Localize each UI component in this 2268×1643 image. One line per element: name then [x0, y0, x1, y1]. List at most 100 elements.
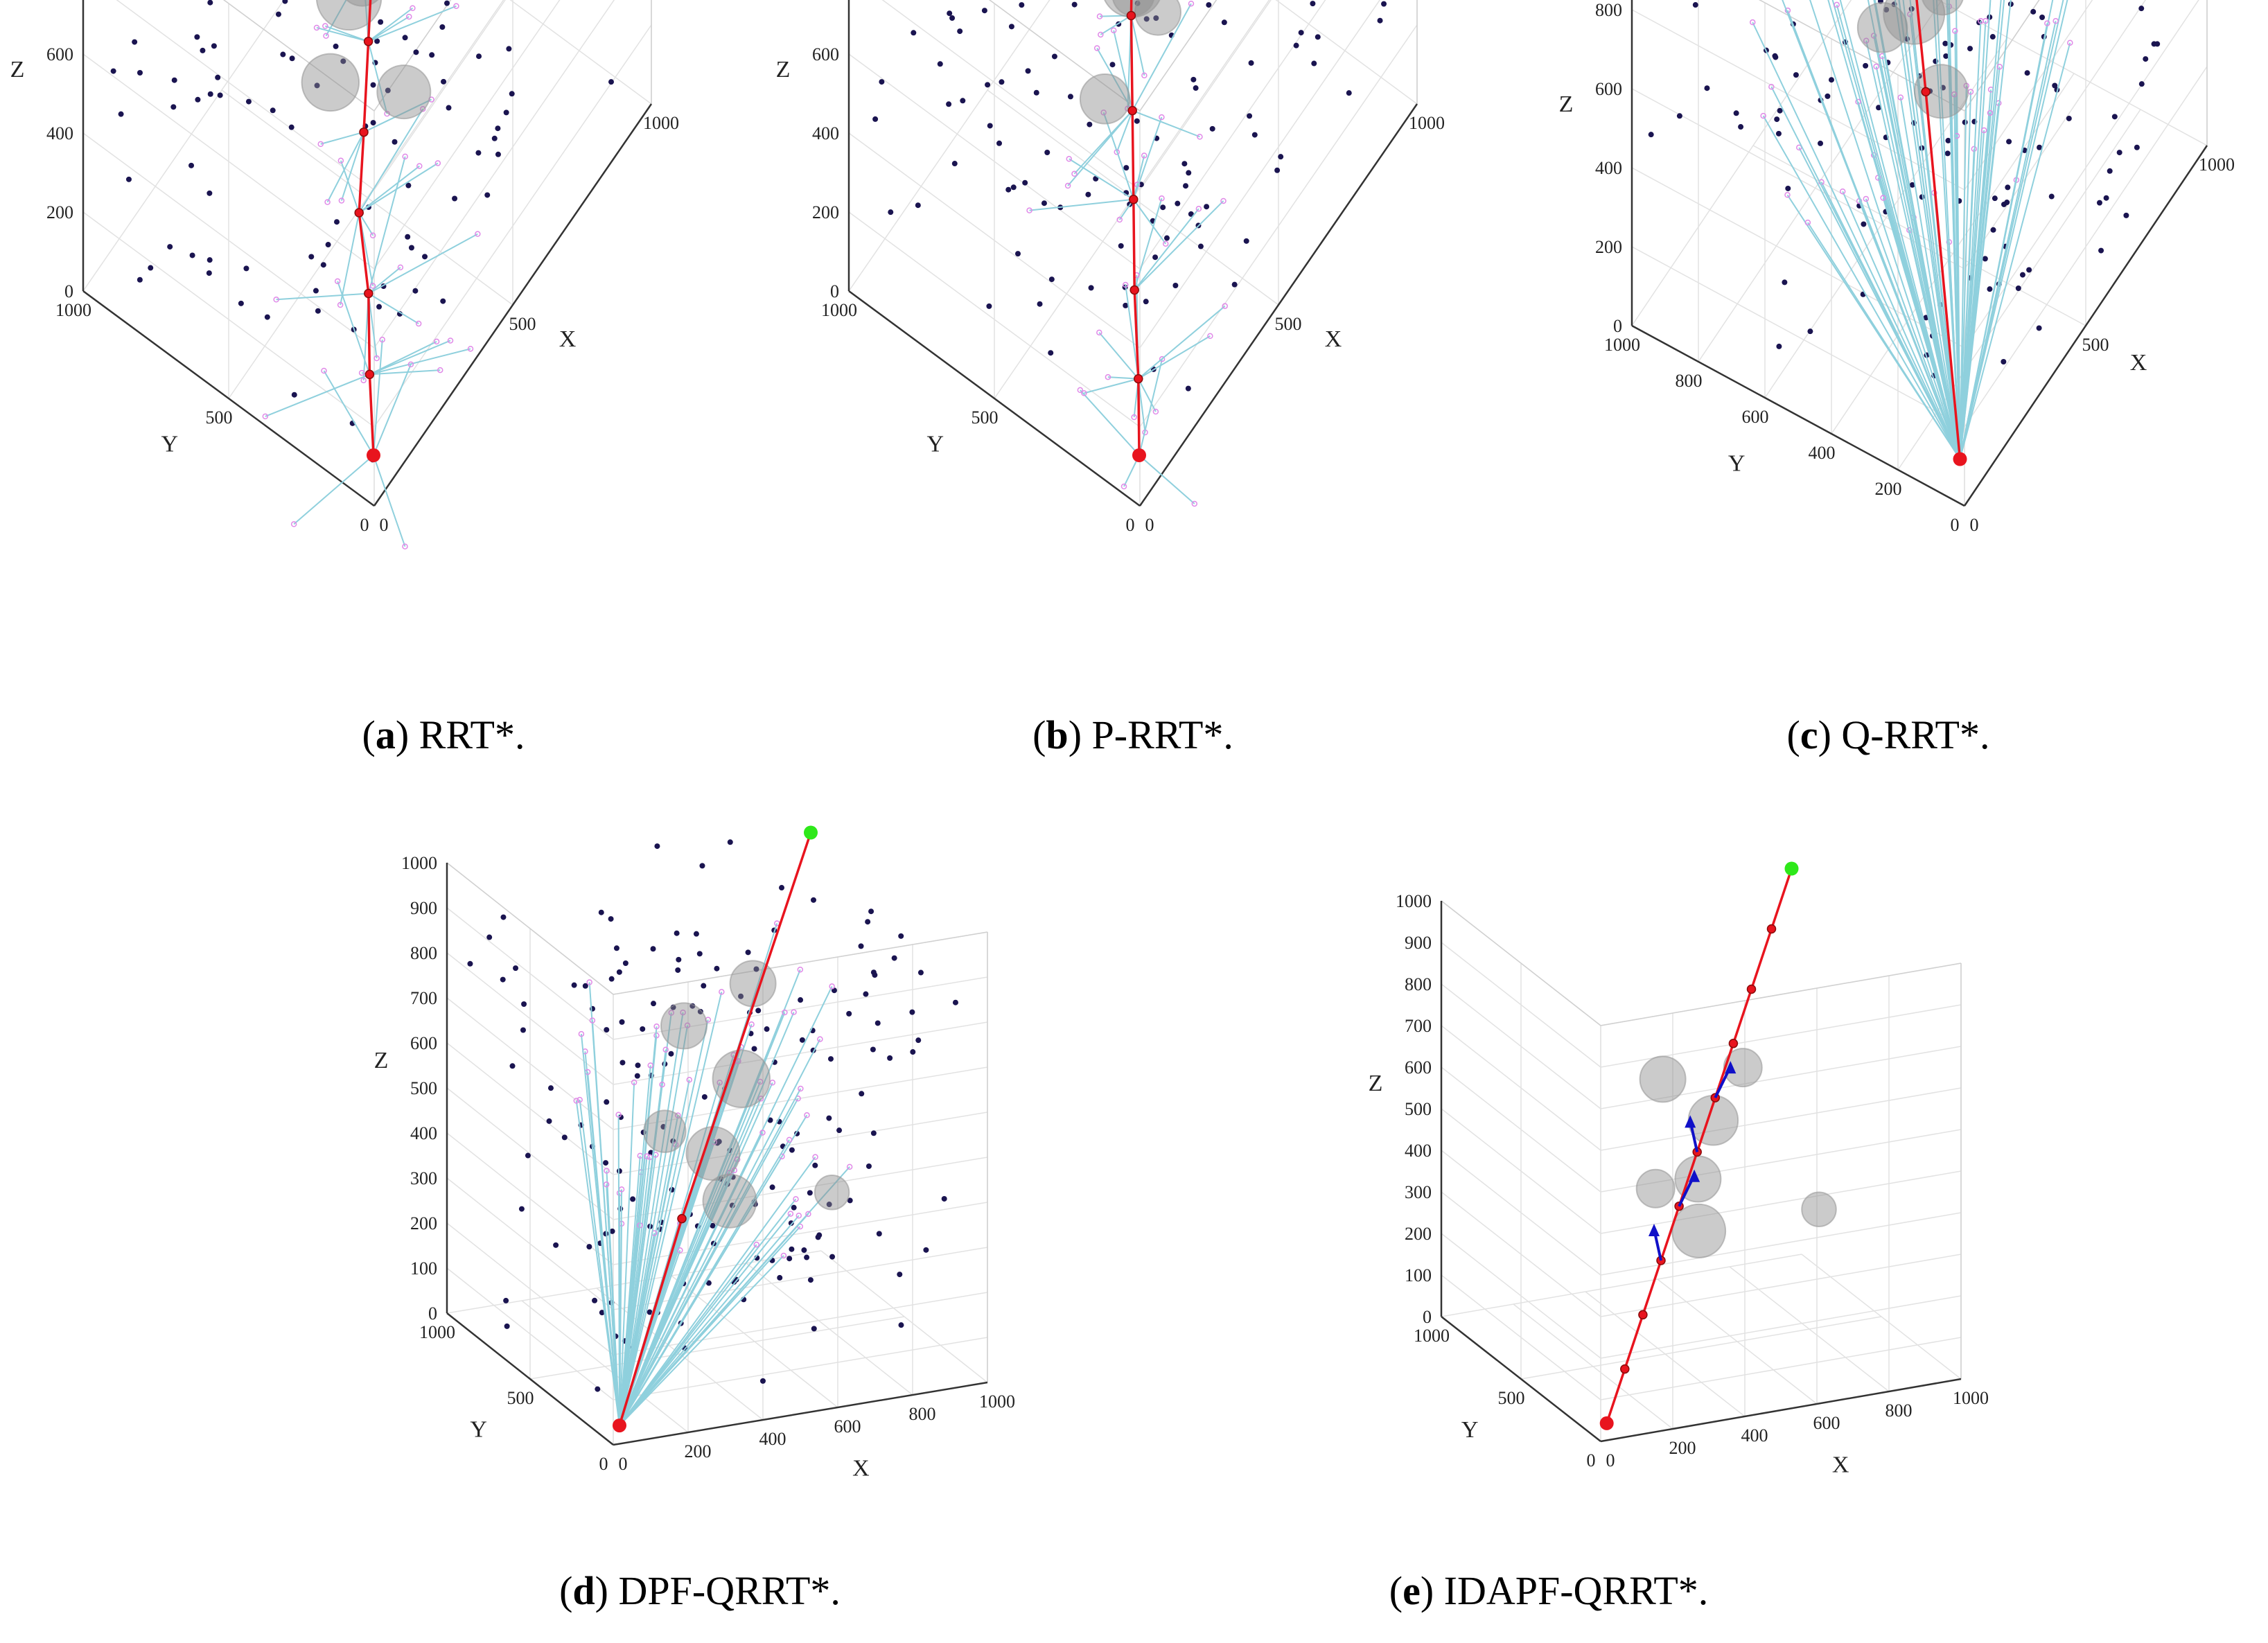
sample-node: [503, 1297, 509, 1303]
tree-node: [334, 278, 341, 285]
sample-node: [836, 1127, 843, 1134]
y-tick-label: 0: [1126, 515, 1135, 535]
panel-caption: (e) IDAPF-QRRT*.: [1389, 1568, 1709, 1613]
tree-node: [686, 1077, 693, 1083]
sample-node: [791, 1204, 797, 1211]
sample-node: [2037, 144, 2043, 150]
sample-node: [868, 908, 874, 915]
sample-node: [200, 47, 206, 53]
z-tick-label: 600: [410, 1033, 437, 1053]
path-waypoint: [1134, 374, 1143, 384]
z-tick-label: 600: [46, 44, 73, 64]
sample-node: [2005, 184, 2011, 191]
sample-node: [876, 1231, 882, 1237]
tree-edge: [373, 455, 406, 547]
sample-node: [947, 10, 953, 17]
sample-node: [582, 983, 588, 989]
sample-node: [759, 1378, 766, 1384]
sample-node: [408, 245, 414, 251]
tree-node: [735, 1058, 741, 1064]
tree-edge: [619, 992, 723, 1426]
sample-node: [1109, 62, 1116, 68]
sample-node: [206, 257, 213, 263]
tree-edge: [1865, 198, 1961, 459]
tree-node: [675, 1112, 681, 1118]
tree-node: [793, 1196, 799, 1202]
x-axis-label: X: [1325, 326, 1342, 352]
sample-node: [613, 945, 619, 951]
sample-node: [1733, 110, 1739, 116]
sample-node: [987, 123, 993, 129]
x-tick-label: 0: [380, 515, 389, 535]
tree-edge: [619, 1082, 635, 1426]
tree-node: [684, 1022, 691, 1029]
path-waypoint: [1129, 285, 1139, 295]
tree-node: [313, 24, 320, 31]
sample-node: [1704, 85, 1710, 91]
tree-node: [337, 301, 344, 308]
path-waypoint: [1129, 195, 1139, 204]
sample-node: [909, 1009, 915, 1015]
tree-node: [1064, 182, 1071, 189]
goal-point: [1784, 861, 1799, 876]
sample-node: [491, 135, 498, 141]
sample-node: [525, 1152, 531, 1159]
tree-node: [1159, 355, 1166, 362]
sample-node: [1243, 238, 1249, 244]
sample-node: [1777, 107, 1783, 114]
z-tick-label: 600: [1595, 79, 1622, 99]
obstacle-sphere: [1639, 1055, 1687, 1103]
sample-node: [608, 976, 615, 982]
sample-node: [1051, 53, 1057, 60]
sample-node: [1134, 118, 1140, 124]
sample-node: [495, 151, 501, 157]
tree-edge: [368, 292, 419, 324]
tree-node: [1159, 195, 1165, 202]
tree-node: [1098, 31, 1104, 38]
sample-node: [608, 916, 614, 922]
sample-node: [1123, 302, 1129, 308]
tree-node: [573, 1098, 580, 1104]
sample-node: [288, 124, 295, 130]
sample-node: [2024, 70, 2030, 76]
sample-node: [616, 1168, 622, 1174]
sample-node: [1152, 254, 1159, 261]
sample-node: [917, 969, 924, 976]
obstacle-sphere: [712, 1049, 771, 1109]
tree-node: [433, 338, 440, 345]
sample-node: [1014, 251, 1021, 257]
sample-node: [2006, 139, 2012, 145]
tree-node: [1952, 28, 1958, 34]
sample-node: [675, 967, 681, 973]
tree-node: [1120, 483, 1127, 490]
sample-node: [2039, 15, 2046, 21]
sample-node: [2019, 272, 2025, 278]
sample-node: [125, 176, 132, 182]
sample-node: [915, 1037, 922, 1044]
x-axis-label: X: [559, 326, 577, 352]
tree-node: [589, 1017, 596, 1023]
sample-node: [439, 24, 446, 30]
sample-node: [1048, 276, 1055, 283]
tree-node: [373, 355, 380, 362]
tree-edge: [1080, 389, 1140, 456]
sample-node: [616, 969, 622, 975]
sample-node: [1945, 137, 1951, 143]
tree-node: [416, 163, 423, 169]
tree-node: [369, 232, 376, 239]
z-tick-label: 300: [1405, 1182, 1432, 1202]
y-axis-label: Y: [161, 431, 179, 457]
sample-node: [789, 1246, 795, 1252]
path-waypoint: [1127, 105, 1137, 116]
z-tick-label: 0: [1613, 316, 1622, 336]
tree-node: [1220, 197, 1227, 204]
sample-node: [132, 39, 138, 45]
tree-node: [1870, 33, 1877, 39]
sample-node: [429, 52, 435, 58]
tree-node: [1222, 303, 1228, 309]
sample-node: [2134, 144, 2140, 150]
obstacle-sphere: [1134, 0, 1181, 36]
sample-node: [634, 1073, 640, 1079]
obstacle-sphere: [1671, 1203, 1727, 1258]
search-tree: [1026, 0, 1228, 507]
